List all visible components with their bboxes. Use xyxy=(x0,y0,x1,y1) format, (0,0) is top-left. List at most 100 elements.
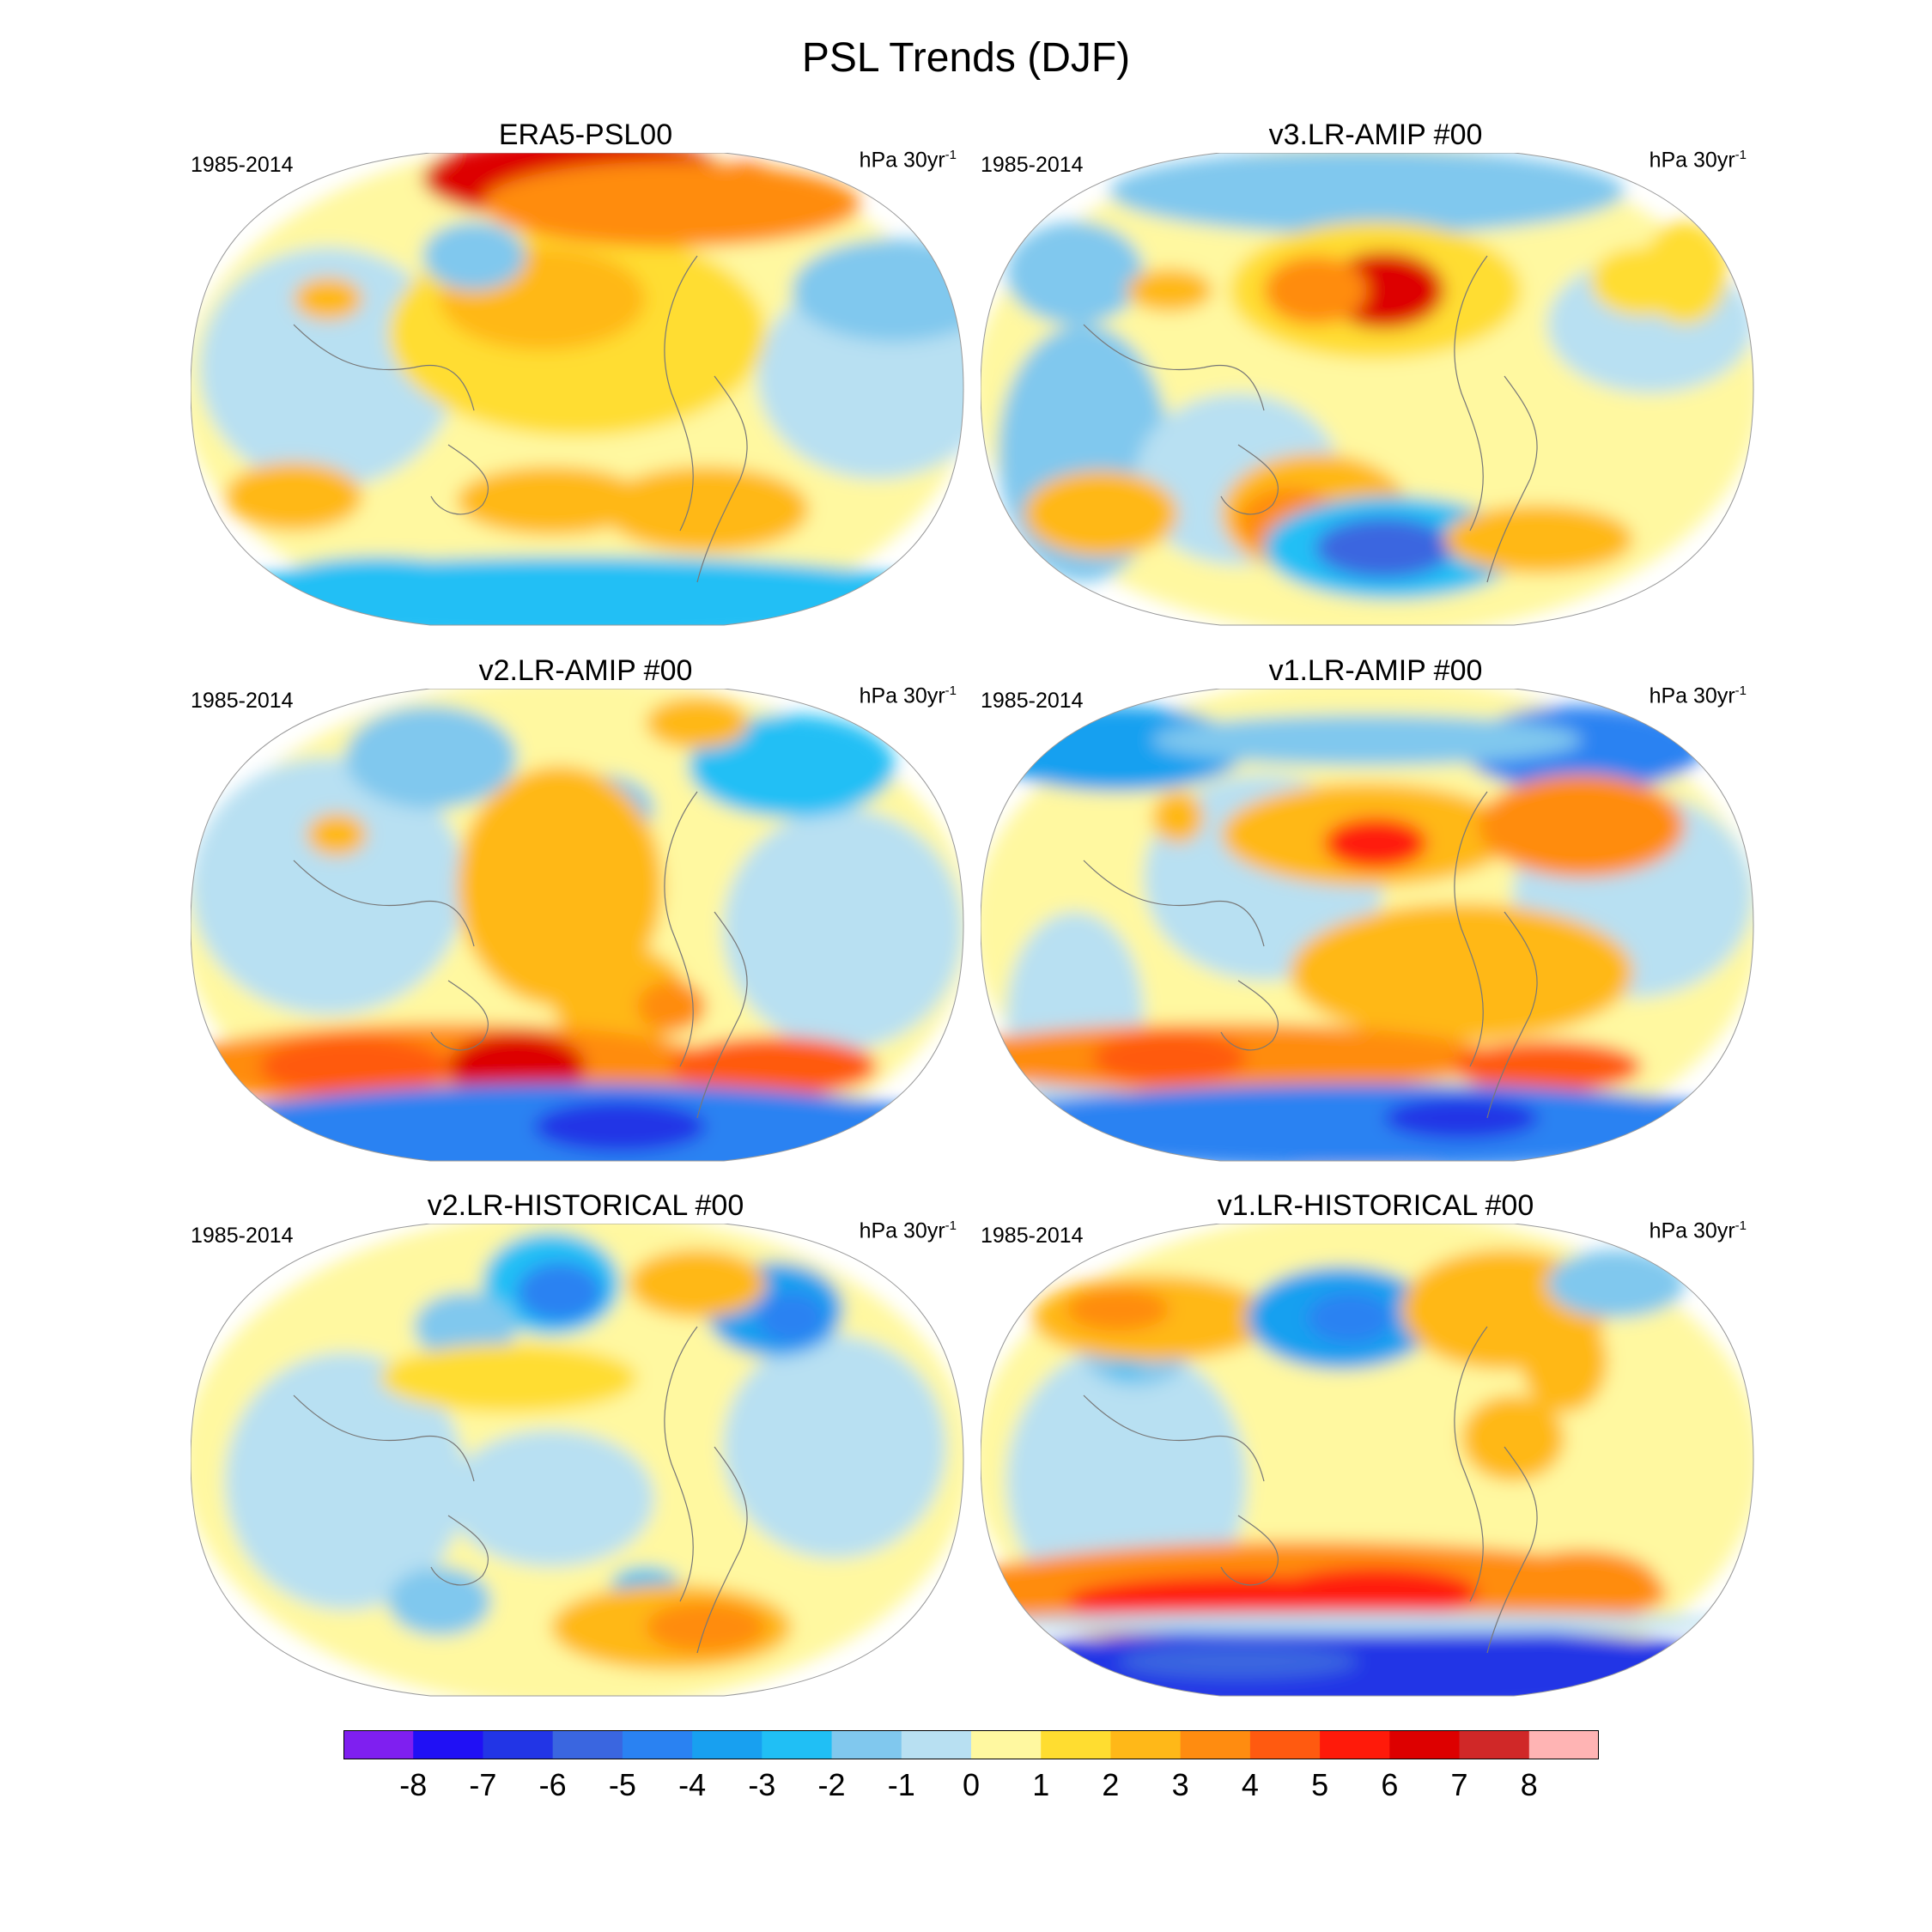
colorbar-swatch xyxy=(1041,1730,1111,1759)
panel-units: hPa 30yr-1 xyxy=(859,683,957,708)
trend-contour-region xyxy=(276,556,483,608)
colorbar-swatch xyxy=(483,1730,554,1759)
colorbar-tick-label: 2 xyxy=(1102,1767,1120,1802)
trend-contour-region xyxy=(380,1344,637,1413)
colorbar-tick-label: 5 xyxy=(1311,1767,1329,1802)
colorbar-swatch xyxy=(1459,1730,1530,1759)
trend-contour-region xyxy=(1127,269,1212,312)
map-canvas xyxy=(191,689,964,1162)
map-canvas xyxy=(981,689,1754,1162)
colorbar-tick-label: -5 xyxy=(608,1767,636,1802)
map-border xyxy=(981,689,1754,1162)
figure-title: PSL Trends (DJF) xyxy=(801,35,1131,81)
colorbar-tick-label: -4 xyxy=(678,1767,707,1802)
trend-contour-region xyxy=(1642,222,1728,325)
trend-contour-region xyxy=(1152,792,1204,843)
map-border xyxy=(191,1224,964,1697)
colorbar-swatch xyxy=(343,1730,414,1759)
trend-contour-region xyxy=(1547,1249,1685,1318)
coastline xyxy=(1083,791,1538,1119)
map-border xyxy=(981,1224,1754,1697)
map-panel-v2-amip: v2.LR-AMIP #00 1985-2014 hPa 30yr-1 xyxy=(191,654,981,1162)
map-canvas xyxy=(191,153,964,626)
trend-contour-region xyxy=(517,1262,603,1322)
map-panel-v3-amip: v3.LR-AMIP #00 1985-2014 hPa 30yr-1 xyxy=(981,118,1771,626)
trend-contour-region xyxy=(448,1032,586,1101)
panel-title: v2.LR-AMIP #00 xyxy=(478,654,693,687)
colorbar-tick-label: 6 xyxy=(1381,1767,1399,1802)
map-canvas xyxy=(191,1224,964,1697)
colorbar-swatch xyxy=(552,1730,623,1759)
trend-contour-region xyxy=(1461,1395,1564,1481)
panel-period: 1985-2014 xyxy=(981,153,1084,177)
trend-contour-region xyxy=(191,757,465,1015)
trend-contour-region xyxy=(646,697,749,749)
panel-title: v3.LR-AMIP #00 xyxy=(1268,118,1483,151)
trend-contour-region xyxy=(422,222,526,290)
map-border xyxy=(191,153,964,626)
map-border xyxy=(981,153,1754,626)
trend-contour-region xyxy=(1384,1097,1539,1139)
coastline xyxy=(293,255,748,583)
trend-contour-region xyxy=(457,466,646,535)
colorbar-tick-label: -2 xyxy=(817,1767,846,1802)
colorbar-tick-label: 1 xyxy=(1032,1767,1050,1802)
trend-contour-region xyxy=(603,466,809,552)
panel-period: 1985-2014 xyxy=(191,689,294,713)
trend-contour-region xyxy=(1522,1309,1607,1413)
map-border xyxy=(191,689,964,1162)
trend-contour-region xyxy=(1307,1292,1393,1344)
trend-contour-region xyxy=(1006,222,1144,325)
trend-contour-region xyxy=(671,1036,878,1097)
colorbar-tick-label: 0 xyxy=(962,1767,981,1802)
trend-contour-region xyxy=(646,1601,766,1653)
map-panel-v2-historical: v2.LR-HISTORICAL #00 1985-2014 hPa 30yr-… xyxy=(191,1189,981,1697)
colorbar-swatch xyxy=(762,1730,833,1759)
colorbar-swatch xyxy=(1320,1730,1390,1759)
panel-units: hPa 30yr-1 xyxy=(859,1218,957,1243)
trend-contour-region xyxy=(259,1036,448,1097)
colorbar-swatch xyxy=(831,1730,902,1759)
trend-contour-region xyxy=(1092,1032,1247,1084)
trend-contour-region xyxy=(1273,1567,1479,1619)
coastline xyxy=(1083,255,1538,583)
colorbar-swatch xyxy=(1389,1730,1461,1759)
map-canvas xyxy=(981,1224,1754,1697)
panel-units: hPa 30yr-1 xyxy=(1649,148,1747,173)
trend-contour-region xyxy=(1453,1041,1642,1092)
trend-contour-region xyxy=(1109,153,1625,234)
colorbar-swatch xyxy=(622,1730,693,1759)
colorbar-tick-label: 8 xyxy=(1520,1767,1538,1802)
panel-title: v1.LR-HISTORICAL #00 xyxy=(1217,1189,1534,1222)
colorbar-swatch xyxy=(901,1730,972,1759)
trend-contour-region xyxy=(345,706,517,809)
trend-contour-region xyxy=(981,1084,1753,1161)
panel-period: 1985-2014 xyxy=(191,1224,294,1248)
panel-title: v2.LR-HISTORICAL #00 xyxy=(427,1189,744,1222)
colorbar-swatch xyxy=(1110,1730,1182,1759)
trend-contour-region xyxy=(457,766,663,1006)
colorbar-tick-label: -1 xyxy=(887,1767,915,1802)
colorbar-tick-label: -6 xyxy=(538,1767,567,1802)
trend-contour-region xyxy=(723,1335,946,1558)
trend-contour-region xyxy=(1504,1550,1659,1619)
trend-contour-region xyxy=(1024,471,1178,556)
trend-contour-region xyxy=(1118,1644,1358,1679)
colorbar xyxy=(343,1730,1599,1759)
panel-units: hPa 30yr-1 xyxy=(859,148,957,173)
colorbar-swatch xyxy=(1249,1730,1321,1759)
colorbar-swatch xyxy=(692,1730,762,1759)
trend-contour-region xyxy=(689,714,895,817)
trend-contour-region xyxy=(388,1567,491,1636)
trend-contour-region xyxy=(637,981,706,1032)
trend-contour-region xyxy=(1264,256,1367,325)
trend-contour-region xyxy=(654,569,929,625)
trend-contour-region xyxy=(225,462,362,531)
panel-period: 1985-2014 xyxy=(981,1224,1084,1248)
coastline xyxy=(293,1326,748,1654)
trend-contour-region xyxy=(414,1292,517,1361)
trend-contour-region xyxy=(757,1292,826,1344)
trend-contour-region xyxy=(225,1352,465,1610)
map-canvas xyxy=(981,153,1754,626)
panel-title: v1.LR-AMIP #00 xyxy=(1268,654,1483,687)
